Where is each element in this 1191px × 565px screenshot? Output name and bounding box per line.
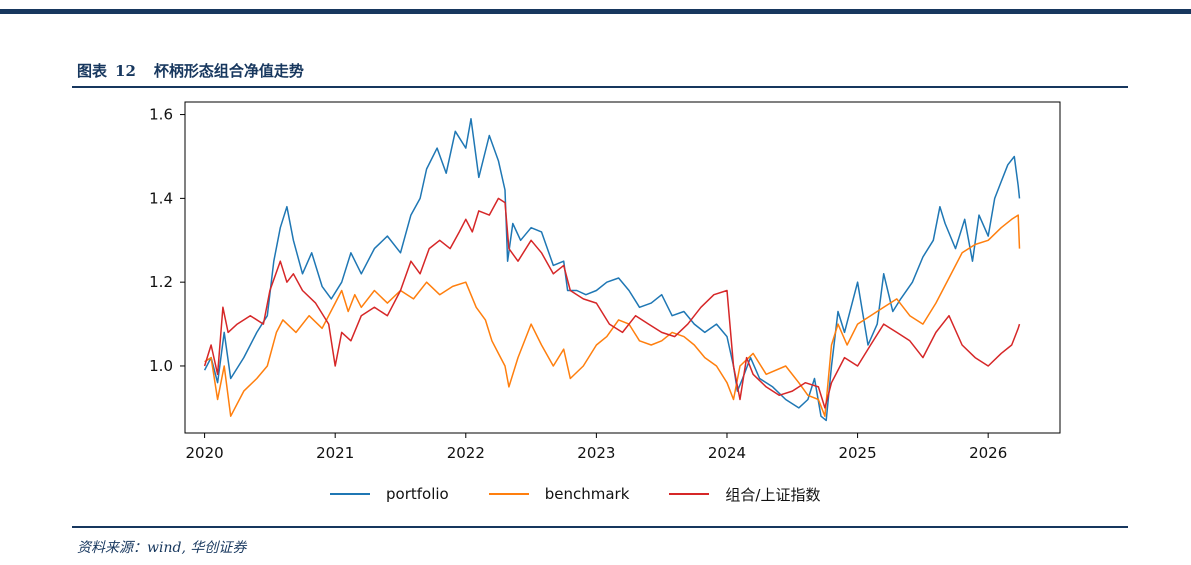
series-line-1 xyxy=(204,214,1021,417)
x-tick-label: 2020 xyxy=(185,444,223,462)
legend-swatch-index xyxy=(669,493,710,495)
legend-item-benchmark: benchmark xyxy=(488,485,630,503)
x-tick-label: 2024 xyxy=(708,444,746,462)
x-tick-label: 2025 xyxy=(838,444,876,462)
plot-area: 2020 2021 2022 2023 2024 2025 2026 1.0 1.2 1.4 1.6 xyxy=(149,101,1061,462)
legend-swatch-portfolio xyxy=(330,493,370,495)
legend-label-portfolio: portfolio xyxy=(386,485,449,503)
footer-rule xyxy=(72,526,1128,528)
legend-swatch-benchmark xyxy=(488,493,529,495)
top-rule xyxy=(0,9,1191,14)
legend-item-index: 组合/上证指数 xyxy=(669,484,820,505)
caption-number: 12 xyxy=(115,62,136,80)
y-tick-label: 1.2 xyxy=(149,273,173,291)
plot-frame xyxy=(184,101,1061,434)
caption-title: 杯柄形态组合净值走势 xyxy=(153,62,304,80)
legend: portfolio benchmark 组合/上证指数 xyxy=(330,482,860,506)
caption-label: 图表 xyxy=(77,62,108,80)
legend-item-portfolio: portfolio xyxy=(330,485,449,503)
y-tick-label: 1.6 xyxy=(149,106,173,124)
series-line-0 xyxy=(203,118,1021,422)
legend-label-index: 组合/上证指数 xyxy=(725,485,821,504)
x-tick-label: 2023 xyxy=(577,444,615,462)
series-line-2 xyxy=(203,197,1021,409)
x-tick-label: 2021 xyxy=(316,444,354,462)
y-tick-label: 1.0 xyxy=(149,357,173,375)
line-chart: 2020 2021 2022 2023 2024 2025 2026 1.0 1.2 1.4 1.6 xyxy=(149,101,1061,462)
source-note: 资料来源：wind, 华创证券 xyxy=(77,540,247,556)
legend-label-benchmark: benchmark xyxy=(544,485,630,503)
x-tick-label: 2022 xyxy=(447,444,485,462)
y-tick-label: 1.4 xyxy=(149,189,173,207)
caption-rule xyxy=(72,86,1128,88)
x-tick-label: 2026 xyxy=(969,444,1007,462)
figure-caption: 图表 12 杯柄形态组合净值走势 xyxy=(77,60,304,81)
